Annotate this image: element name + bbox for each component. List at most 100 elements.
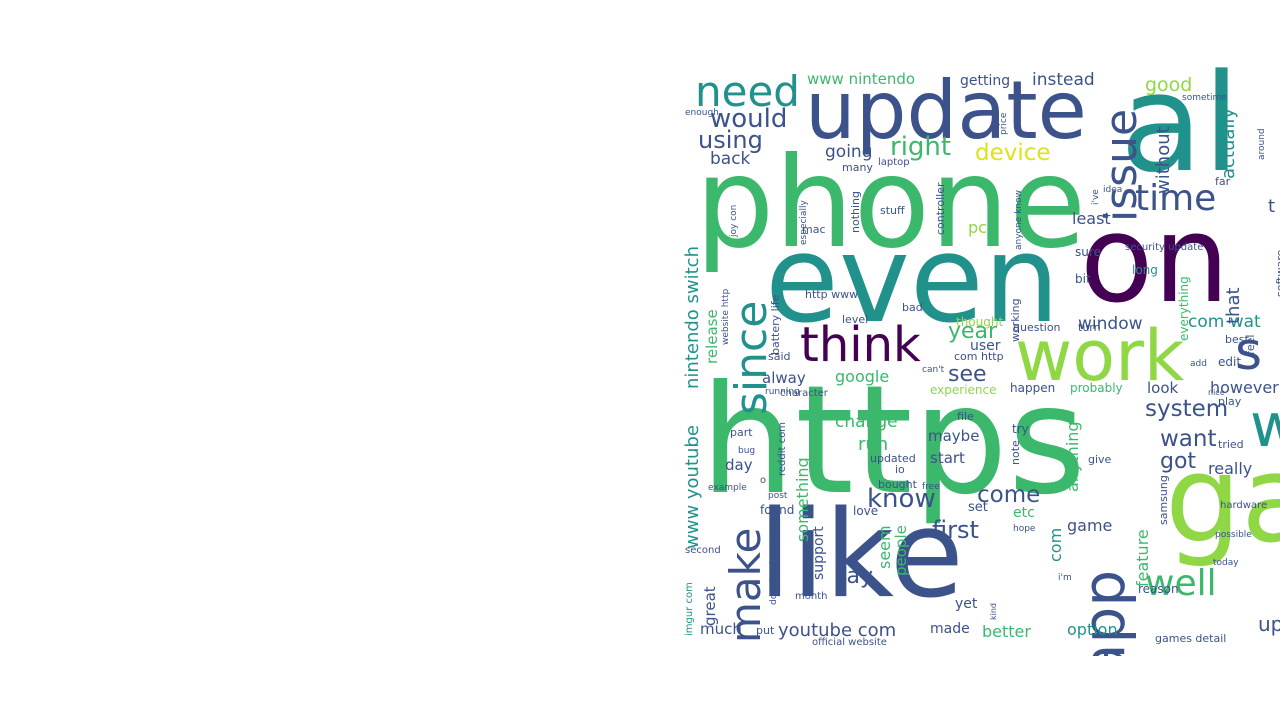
word-laptop: laptop <box>878 157 910 168</box>
word-window: window <box>1078 314 1143 334</box>
word-support: support <box>811 526 827 580</box>
word-com: com <box>1046 527 1065 562</box>
word-pc: pc <box>968 218 987 237</box>
word-see: see <box>948 362 987 387</box>
word-want: want <box>1160 426 1217 452</box>
word-without: without <box>1153 126 1174 194</box>
word-stuff: stuff <box>880 204 905 217</box>
word-character: character <box>780 388 828 399</box>
word-know: know <box>867 484 936 514</box>
word-battery-life: battery life <box>769 294 782 355</box>
word-bought: bought <box>878 478 917 491</box>
word-love: love <box>853 504 879 518</box>
word-note: note <box>1009 440 1022 465</box>
word-game: game <box>1067 516 1113 535</box>
word-day: day <box>725 456 753 474</box>
word-cloud: https phone even like update al on work ga app thi… <box>680 66 1280 656</box>
word-long: long <box>1132 263 1158 277</box>
word-good: good <box>1145 74 1193 96</box>
word-people: people <box>892 525 910 576</box>
word-thought: thought <box>956 315 1004 329</box>
word-bad: bad <box>902 301 923 314</box>
word-phone: phone <box>695 131 1087 276</box>
word-nothing: nothing <box>849 191 862 233</box>
word-set: set <box>968 500 988 515</box>
word-probably: probably <box>1070 381 1123 395</box>
word-nintendo-switch: nintendo switch <box>682 246 703 389</box>
word-going: going <box>825 142 873 162</box>
word-bug: bug <box>738 446 756 456</box>
word-well: well <box>1145 563 1217 604</box>
word-hope: hope <box>1013 524 1036 534</box>
word-reddit-com: reddit com <box>777 422 788 476</box>
word-http-www: http www <box>805 288 859 301</box>
word-www-youtube: www youtube <box>682 425 703 549</box>
word-least: least <box>1072 209 1111 228</box>
word-google: google <box>835 367 890 386</box>
word-ga: ga <box>1165 431 1280 570</box>
word-add: add <box>1190 359 1207 369</box>
word-controller: controller <box>934 182 947 235</box>
word-play: play <box>1218 395 1242 408</box>
word-software: software <box>1274 249 1280 297</box>
word-mac: mac <box>802 223 826 236</box>
word-samsung: samsung <box>1157 475 1170 525</box>
word-security-update: security update <box>1125 242 1204 253</box>
word-device: device <box>975 140 1051 166</box>
word-working: working <box>1009 298 1022 342</box>
word-right: right <box>890 132 952 162</box>
word-second: second <box>685 545 721 556</box>
word-change: change <box>835 412 898 432</box>
word-s: s <box>1235 322 1263 382</box>
word-edit: edit <box>1218 355 1242 369</box>
word-part: part <box>730 426 753 439</box>
word-level: level <box>842 313 869 326</box>
word-free: free <box>922 482 940 492</box>
word-alway: alway <box>762 369 806 387</box>
word-imgur-com: imgur com <box>684 582 695 636</box>
word-however: however <box>1210 378 1279 397</box>
word-t: t <box>1268 196 1276 217</box>
word-price: price <box>999 112 1009 135</box>
word-sometime: sometime <box>1182 93 1227 103</box>
word-example: example <box>708 483 747 493</box>
word-possible: possible <box>1215 530 1252 540</box>
word-everything: everything <box>1177 276 1191 341</box>
word-joy-con: joy con <box>729 204 739 237</box>
word-actually: actually <box>1218 107 1239 179</box>
word-sure: sure <box>1075 245 1101 259</box>
word-turn: turn <box>1078 321 1101 334</box>
word-anything: anything <box>1063 421 1082 492</box>
word-nice: nice <box>1208 388 1225 397</box>
word-run: run <box>858 434 889 455</box>
word-today: today <box>1213 558 1239 568</box>
word-kind: kind <box>989 602 998 620</box>
word-made: made <box>930 621 970 637</box>
word-system: system <box>1145 396 1229 422</box>
word-on: on <box>1080 191 1230 330</box>
word-al: al <box>1120 66 1241 202</box>
word-come: come <box>977 482 1041 508</box>
word-can-t: can't <box>922 365 945 375</box>
word-better: better <box>982 622 1031 641</box>
word-getting: getting <box>960 73 1011 89</box>
word-give: give <box>1088 453 1112 466</box>
word-website-http: website http <box>721 288 731 345</box>
word-https: https <box>700 354 1087 528</box>
word-running: running <box>765 387 800 397</box>
word-many: many <box>842 161 873 174</box>
word-time: time <box>1135 178 1217 219</box>
word-question: question <box>1013 321 1061 334</box>
word-maybe: maybe <box>928 427 980 445</box>
word-something: something <box>793 457 812 542</box>
word-com-wat: com wat <box>1188 312 1261 332</box>
word-www-nintendo: www nintendo <box>807 70 916 88</box>
word-update: update <box>805 66 1087 157</box>
word-release: release <box>703 309 721 364</box>
word-around: around <box>1257 128 1267 160</box>
word-work: work <box>1015 315 1185 397</box>
word-feel: feel <box>1244 334 1257 355</box>
word-io: io <box>895 463 905 476</box>
word-app: app <box>1070 569 1138 656</box>
word-got: got <box>1160 449 1197 474</box>
